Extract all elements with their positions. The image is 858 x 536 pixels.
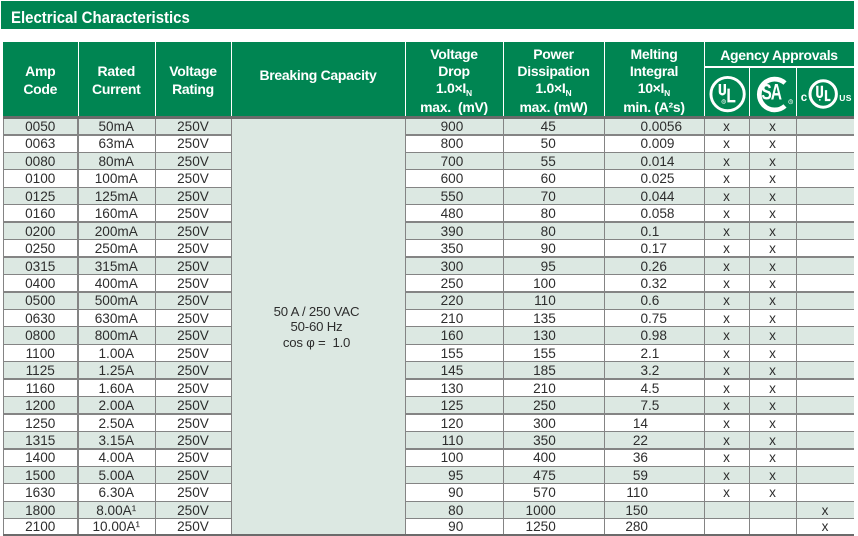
svg-text:c: c [801,91,808,103]
svg-text:R: R [723,100,726,104]
svg-text:SA: SA [761,81,782,105]
svg-text:US: US [839,93,851,103]
svg-text:R: R [790,100,793,104]
